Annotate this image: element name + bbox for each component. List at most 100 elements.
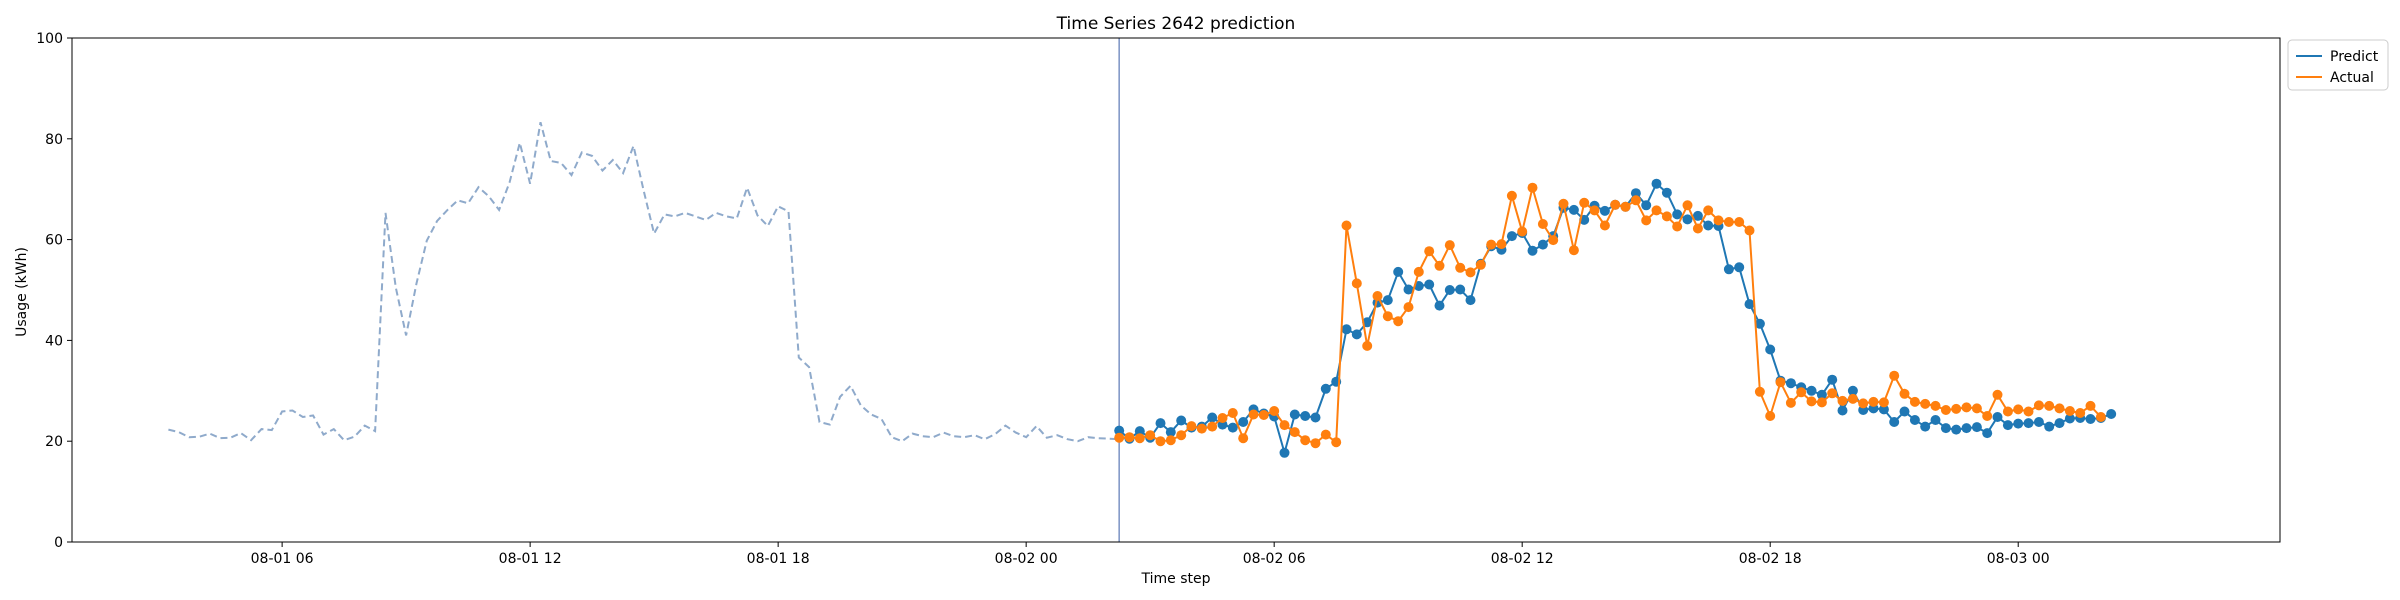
data-point-predict [2064,413,2075,424]
data-point-actual [1630,195,1641,206]
data-point-actual [1207,421,1218,432]
data-point-predict [1176,415,1187,426]
data-point-predict [1754,318,1765,329]
data-point-actual [1134,433,1145,444]
data-point-actual [1920,398,1931,409]
x-tick-label: 08-01 18 [747,551,810,567]
data-point-predict [1982,428,1993,439]
y-axis-label: Usage (kWh) [14,247,30,337]
data-point-predict [1940,423,1951,434]
data-point-actual [1403,302,1414,313]
data-point-actual [2054,403,2065,414]
data-point-predict [1827,374,1838,385]
data-point-actual [1465,267,1476,278]
data-point-actual [1300,435,1311,446]
data-point-actual [1238,433,1249,444]
data-point-predict [1899,406,1910,417]
data-point-actual [1992,389,2003,400]
data-point-predict [1951,424,1962,435]
data-point-actual [1558,198,1569,209]
data-point-actual [2064,406,2075,416]
data-point-predict [2054,418,2065,429]
data-point-actual [1548,235,1559,246]
data-point-predict [1341,324,1352,335]
forecast-series [1114,178,2117,458]
data-point-predict [2002,420,2013,431]
data-point-actual [1165,435,1176,446]
data-point-predict [1165,427,1176,438]
y-tick-label: 60 [45,233,63,249]
x-tick-label: 08-02 00 [995,551,1058,567]
data-point-predict [1909,415,1920,425]
data-point-actual [2023,406,2034,417]
x-tick-label: 08-01 06 [251,551,314,567]
data-point-predict [2013,418,2024,429]
data-point-actual [1796,387,1807,398]
data-point-predict [1568,204,1579,215]
data-point-actual [1641,215,1652,226]
x-tick-label: 08-01 12 [499,551,562,567]
data-point-actual [1393,316,1404,327]
data-point-actual [1785,397,1796,408]
data-point-actual [1930,400,1941,411]
data-point-predict [1238,417,1249,427]
data-point-actual [1744,225,1755,236]
data-point-actual [1331,437,1342,448]
data-point-actual [2075,408,2086,418]
data-point-actual [1320,429,1331,440]
data-point-actual [1982,411,1993,421]
data-point-actual [2095,412,2106,422]
data-point-actual [1186,421,1197,432]
y-tick-label: 40 [45,333,63,349]
data-point-actual [1878,397,1889,408]
data-point-actual [1971,403,1982,414]
data-point-actual [1269,406,1280,416]
data-point-predict [2106,409,2117,419]
data-point-predict [1527,245,1538,256]
data-point-predict [1734,262,1745,273]
data-point-predict [1837,405,1848,416]
y-tick-label: 0 [54,535,63,551]
data-point-actual [1289,427,1300,438]
data-point-predict [1227,422,1238,433]
data-point-actual [1455,262,1466,273]
plot-frame [71,37,2281,543]
data-point-predict [1765,344,1776,355]
data-point-actual [1506,190,1517,201]
data-point-predict [1703,220,1714,231]
data-point-actual [1889,370,1900,381]
data-point-actual [1754,386,1765,397]
data-point-predict [1785,378,1796,389]
data-point-actual [1372,291,1383,301]
data-point-predict [1661,187,1672,198]
data-point-actual [1341,220,1352,231]
data-point-actual [1610,199,1621,210]
data-point-actual [1568,245,1579,256]
data-point-predict [2023,418,2034,429]
data-point-predict [2033,417,2044,427]
data-point-predict [1723,264,1734,275]
data-point-actual [1713,215,1724,226]
data-point-predict [1692,210,1703,221]
data-point-actual [1765,411,1776,421]
data-point-actual [1310,438,1321,449]
data-point-predict [1847,385,1858,396]
data-point-actual [1434,260,1445,271]
data-point-actual [1217,413,1228,423]
data-point-actual [1124,432,1135,443]
x-axis-label: Time step [1141,571,1211,587]
data-point-predict [1424,279,1435,290]
data-point-actual [1868,396,1879,407]
y-tick-label: 80 [45,132,63,148]
data-point-predict [1289,409,1300,420]
data-point-actual [1775,377,1786,388]
data-point-actual [1734,217,1745,227]
data-point-actual [1651,205,1662,216]
data-point-predict [1599,205,1610,216]
axes: 0 20 40 60 80 100 08-01 06 08-01 12 08-01 18 08-0… [36,31,2281,567]
data-point-predict [1134,426,1145,437]
data-point-predict [1537,239,1548,250]
data-point-actual [1196,423,1207,434]
data-point-actual [1909,396,1920,407]
data-point-predict [1744,299,1755,310]
